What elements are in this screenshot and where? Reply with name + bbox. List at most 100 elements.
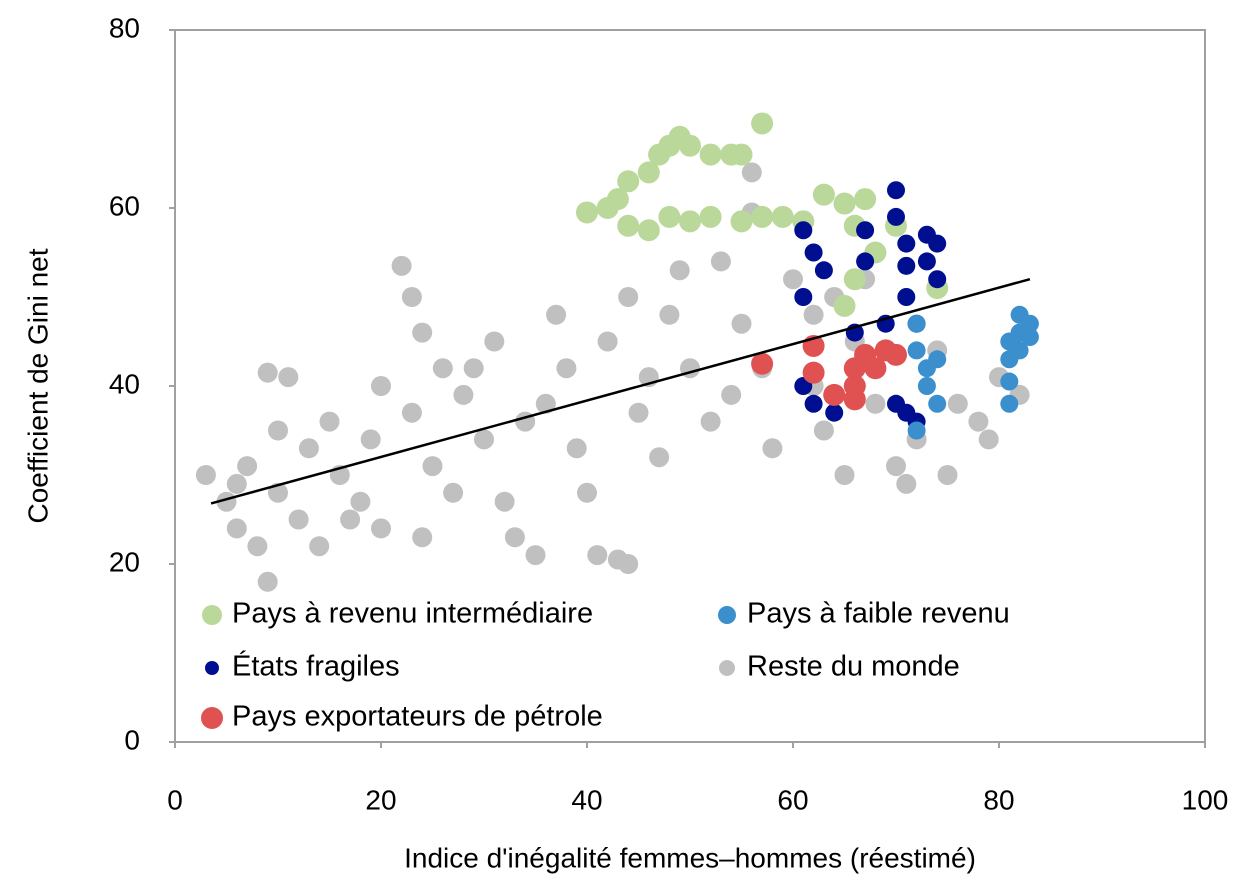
point bbox=[928, 234, 947, 253]
point bbox=[730, 143, 753, 166]
point bbox=[928, 350, 947, 369]
point bbox=[669, 260, 690, 281]
point bbox=[268, 420, 288, 441]
point bbox=[917, 377, 936, 395]
x-tick-label: 100 bbox=[1182, 784, 1229, 815]
x-tick-label: 20 bbox=[365, 784, 396, 815]
y-tick-label: 60 bbox=[109, 190, 140, 221]
point bbox=[968, 411, 989, 432]
point bbox=[504, 527, 525, 548]
point bbox=[886, 456, 906, 477]
point bbox=[804, 394, 823, 413]
point bbox=[617, 214, 640, 237]
point bbox=[825, 403, 844, 422]
point bbox=[679, 210, 701, 233]
x-tick-label: 40 bbox=[571, 784, 602, 815]
y-tick-label: 80 bbox=[109, 12, 140, 43]
point bbox=[907, 341, 926, 360]
point bbox=[907, 314, 926, 333]
legend-marker bbox=[202, 605, 222, 625]
point bbox=[309, 536, 330, 557]
point bbox=[699, 205, 722, 228]
point bbox=[360, 429, 381, 450]
point bbox=[412, 527, 433, 548]
y-tick-label: 0 bbox=[124, 724, 140, 755]
point bbox=[340, 509, 361, 530]
point bbox=[618, 554, 639, 574]
point bbox=[422, 456, 443, 477]
point bbox=[856, 252, 875, 271]
point bbox=[576, 201, 598, 224]
point bbox=[710, 251, 731, 272]
legend-marker bbox=[718, 606, 736, 624]
point bbox=[823, 383, 846, 406]
point bbox=[637, 219, 660, 242]
point bbox=[577, 482, 597, 503]
point bbox=[730, 210, 753, 233]
point bbox=[978, 429, 999, 450]
point bbox=[658, 205, 681, 228]
point bbox=[812, 183, 835, 206]
point bbox=[226, 518, 247, 539]
point bbox=[947, 393, 968, 414]
trend-line bbox=[210, 277, 1031, 505]
point bbox=[566, 438, 587, 459]
point bbox=[556, 358, 577, 379]
point bbox=[371, 376, 391, 396]
point bbox=[401, 287, 422, 307]
point bbox=[432, 358, 453, 379]
legend-marker bbox=[201, 707, 223, 729]
point bbox=[1020, 328, 1039, 347]
y-tick-label: 20 bbox=[109, 546, 140, 577]
point bbox=[813, 420, 834, 441]
point bbox=[257, 571, 278, 592]
point bbox=[814, 261, 833, 280]
point bbox=[937, 465, 958, 485]
point bbox=[278, 367, 299, 388]
point bbox=[679, 134, 701, 157]
point bbox=[897, 256, 916, 275]
point bbox=[833, 192, 856, 215]
legend-marker bbox=[719, 660, 735, 676]
legend-label: Pays à faible revenu bbox=[747, 598, 1010, 630]
legend-label: Pays à revenu intermédiaire bbox=[232, 598, 593, 630]
point bbox=[917, 252, 936, 271]
point bbox=[1000, 372, 1019, 391]
point bbox=[865, 393, 886, 414]
point bbox=[1020, 314, 1039, 333]
point bbox=[453, 384, 474, 405]
point bbox=[804, 243, 823, 262]
point bbox=[751, 205, 774, 228]
point bbox=[535, 393, 556, 414]
point bbox=[319, 411, 340, 432]
x-tick-label: 60 bbox=[777, 784, 808, 815]
point bbox=[350, 491, 371, 512]
point bbox=[928, 394, 947, 413]
legend-marker bbox=[205, 661, 219, 675]
point bbox=[783, 269, 803, 290]
point bbox=[907, 421, 926, 440]
point bbox=[371, 518, 391, 539]
point bbox=[659, 304, 680, 325]
y-tick-label: 40 bbox=[109, 368, 140, 399]
y-axis-label: Coefficient de Gini net bbox=[22, 248, 53, 523]
x-tick-label: 80 bbox=[983, 784, 1014, 815]
point bbox=[771, 205, 794, 228]
point bbox=[721, 384, 742, 405]
point bbox=[864, 357, 887, 380]
point bbox=[195, 465, 216, 485]
point bbox=[288, 509, 309, 530]
point bbox=[887, 181, 905, 200]
point bbox=[298, 438, 319, 459]
point bbox=[885, 343, 907, 366]
point bbox=[587, 545, 608, 566]
point bbox=[649, 447, 670, 468]
point bbox=[897, 234, 916, 253]
point bbox=[887, 207, 905, 226]
point bbox=[226, 473, 247, 494]
point bbox=[1000, 394, 1019, 413]
point bbox=[391, 255, 412, 276]
point bbox=[751, 112, 774, 135]
point bbox=[897, 288, 916, 306]
